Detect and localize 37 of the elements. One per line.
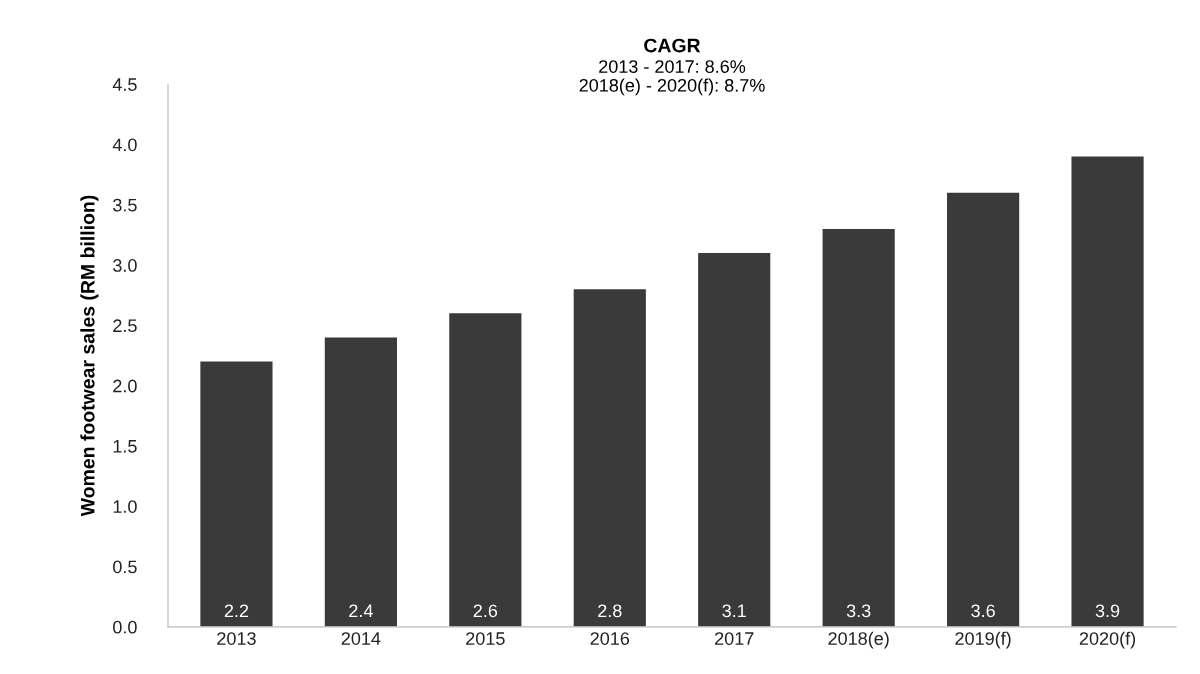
data-label: 3.6 [971, 604, 995, 618]
x-tick-label: 2013 [217, 632, 256, 645]
x-tick-label: 2016 [590, 632, 630, 645]
y-tick-label: 2.0 [113, 379, 137, 393]
y-tick-label: 4.5 [112, 78, 137, 91]
data-label: 3.9 [1095, 604, 1120, 618]
chart-subtitle: 2013 - 2017: 8.6% 2018(e) - 2020(f): 8.7% [579, 60, 765, 96]
y-tick-label: 1.5 [113, 440, 137, 453]
y-tick-label: 2.5 [113, 319, 137, 333]
data-label: 3.1 [722, 604, 746, 618]
y-tick-label: 0.0 [113, 620, 137, 634]
y-tick-label: 0.5 [113, 560, 137, 574]
x-tick-label: 2020(f) [1079, 631, 1136, 649]
bar [324, 337, 397, 627]
bar [200, 361, 273, 627]
bar [822, 228, 895, 627]
bar [947, 192, 1020, 627]
x-tick-label: 2019(f) [955, 631, 1011, 649]
data-label: 2.2 [224, 604, 249, 618]
bar [573, 289, 646, 627]
x-tick-label: 2017 [715, 632, 754, 645]
bar [698, 253, 771, 627]
bar [1071, 156, 1144, 627]
y-axis-title: Women footwear sales (RM billion) [80, 195, 99, 517]
data-label: 3.3 [846, 604, 871, 618]
x-tick-label: 2018(e) [828, 631, 889, 649]
x-tick-label: 2014 [341, 632, 381, 645]
y-tick-label: 3.5 [113, 198, 137, 212]
y-tick-label: 3.0 [113, 259, 137, 272]
y-tick-label: 1.0 [113, 500, 137, 513]
x-tick-label: 2015 [466, 632, 505, 645]
data-label: 2.4 [349, 604, 373, 618]
chart-title: CAGR [644, 38, 701, 53]
bar [449, 313, 522, 627]
data-label: 2.8 [598, 604, 622, 618]
data-label: 2.6 [473, 604, 498, 618]
y-tick-label: 4.0 [112, 138, 137, 152]
